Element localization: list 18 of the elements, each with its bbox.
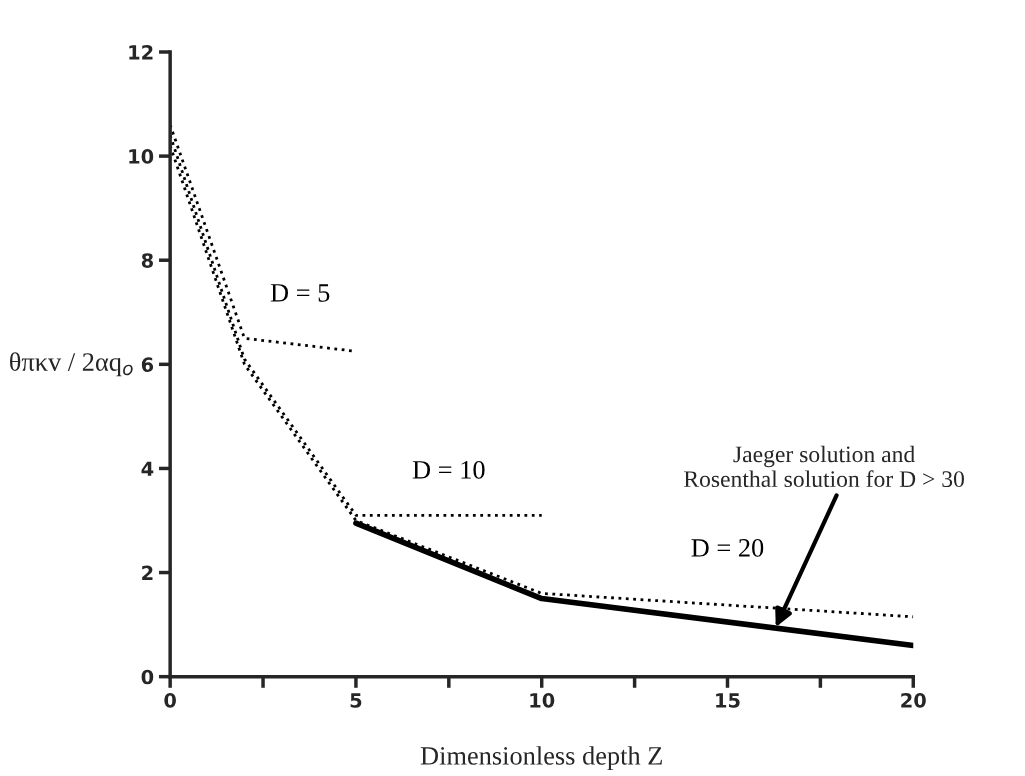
y-tick-label: 6 [141, 357, 154, 372]
y-tick-label: 0 [141, 669, 154, 685]
y-axis-title: θπκv / 2αq$_{o}$ [10, 352, 133, 377]
x-tick-label: 0 [164, 692, 176, 708]
x-axis-title: Dimensionless depth Z [420, 746, 662, 771]
y-tick-label: 2 [142, 565, 153, 580]
series-label: D = 20 [691, 538, 764, 557]
x-tick-label: 20 [901, 692, 926, 708]
series-label: D = 10 [412, 460, 485, 479]
y-tick-label: 8 [141, 253, 153, 268]
series-label: D = 5 [270, 284, 330, 302]
annotation: Jaeger solution and Rosenthal solution for D > 30 [684, 445, 964, 488]
x-tick-label: 10 [530, 692, 555, 708]
x-tick-label: 15 [716, 693, 740, 708]
y-tick-label: 10 [129, 149, 154, 164]
y-tick-label: 12 [129, 44, 153, 60]
x-tick-label: 5 [350, 693, 362, 708]
y-tick-label: 4 [141, 461, 154, 476]
